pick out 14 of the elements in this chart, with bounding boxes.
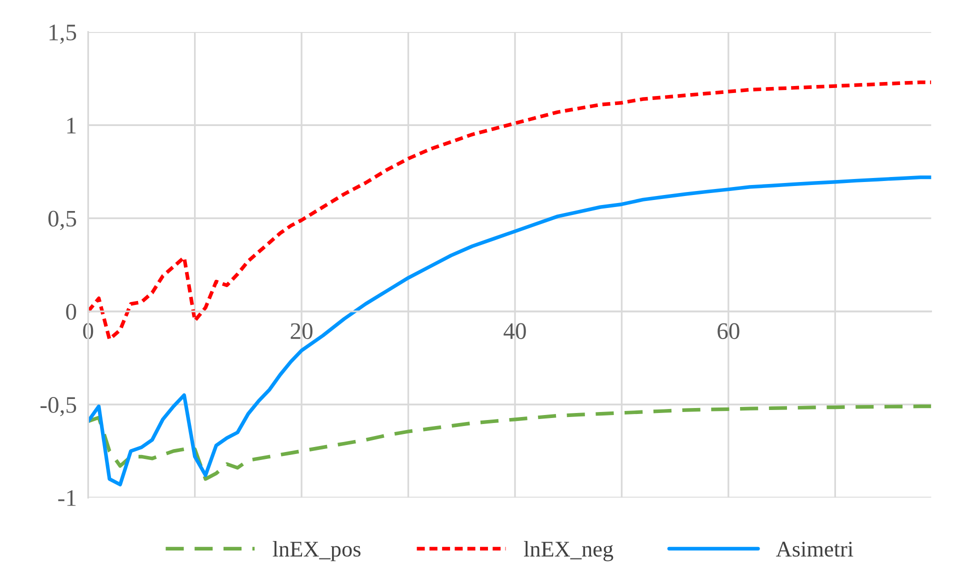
y-tick-label: -1	[58, 490, 76, 506]
x-tick-label: 0	[83, 323, 94, 340]
x-tick-label: 60	[718, 323, 740, 340]
x-tick-label: 20	[290, 323, 312, 340]
legend-label: lnEX_pos	[272, 541, 360, 562]
y-tick-label: 1,5	[50, 24, 76, 44]
legend-label: lnEX_neg	[524, 541, 614, 562]
y-tick-label: 1	[67, 118, 76, 134]
line-series	[88, 404, 932, 481]
legend-label: Asimetri	[776, 542, 854, 557]
y-tick-label: 0	[66, 304, 76, 320]
x-tick-label: 40	[504, 323, 526, 340]
y-tick-label: 0,5	[48, 210, 76, 230]
y-tick-label: -0,5	[40, 396, 76, 416]
